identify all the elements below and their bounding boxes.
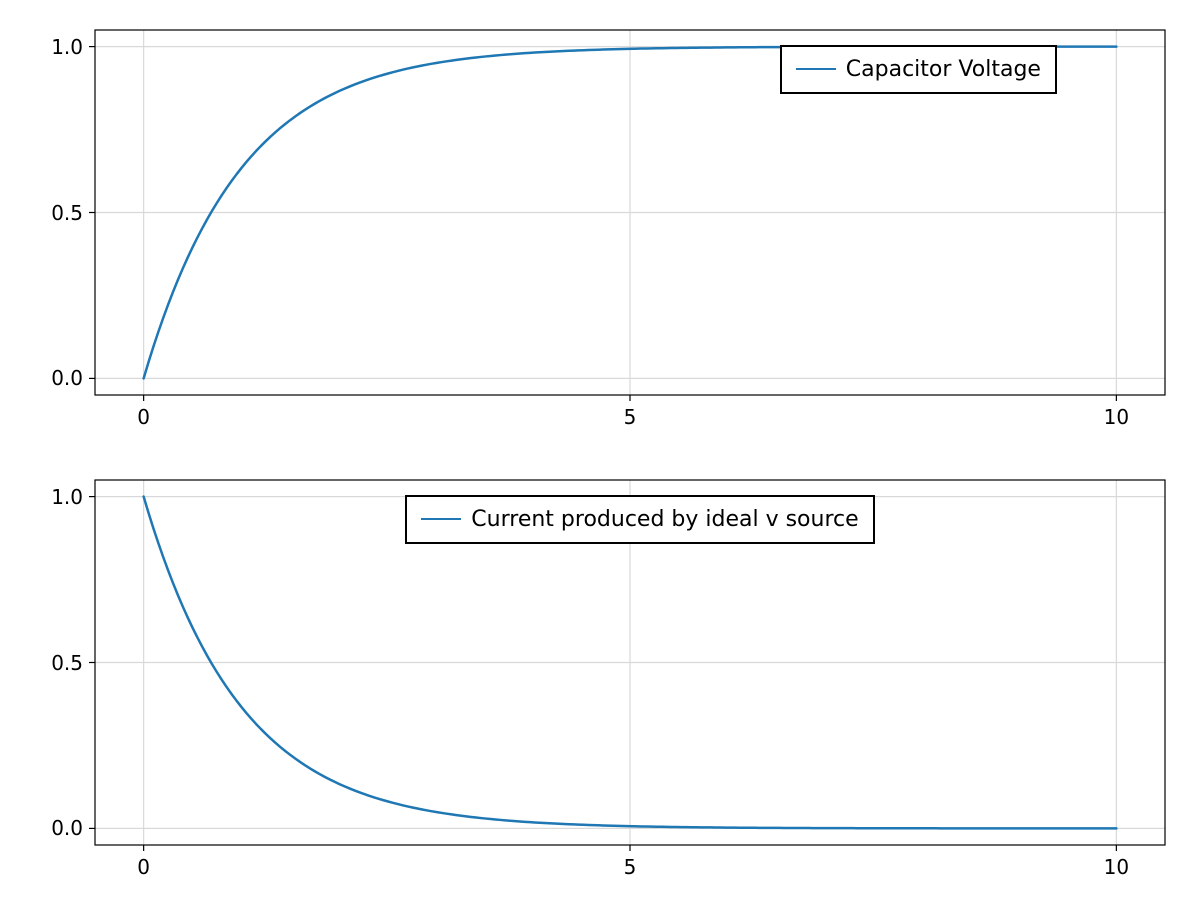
xtick-label: 0 [137, 855, 150, 879]
xtick-label: 10 [1104, 405, 1129, 429]
ytick-label: 0.0 [51, 816, 83, 840]
ytick-label: 1.0 [51, 485, 83, 509]
xtick-label: 0 [137, 405, 150, 429]
xtick-label: 5 [624, 855, 637, 879]
legend-line-swatch [421, 518, 461, 520]
chart-svg [0, 0, 1200, 900]
legend-label: Capacitor Voltage [846, 57, 1041, 82]
ytick-label: 1.0 [51, 35, 83, 59]
xtick-label: 5 [624, 405, 637, 429]
legend-label: Current produced by ideal v source [471, 507, 858, 532]
ytick-label: 0.5 [51, 201, 83, 225]
legend-line-swatch [796, 68, 836, 70]
ytick-label: 0.0 [51, 366, 83, 390]
legend-bottom: Current produced by ideal v source [405, 495, 874, 544]
legend-top: Capacitor Voltage [780, 45, 1057, 94]
ytick-label: 0.5 [51, 651, 83, 675]
xtick-label: 10 [1104, 855, 1129, 879]
figure-root: 0 5 10 0.0 0.5 1.0 Capacitor Voltage 0 5 10 0.0 0.5… [0, 0, 1200, 900]
